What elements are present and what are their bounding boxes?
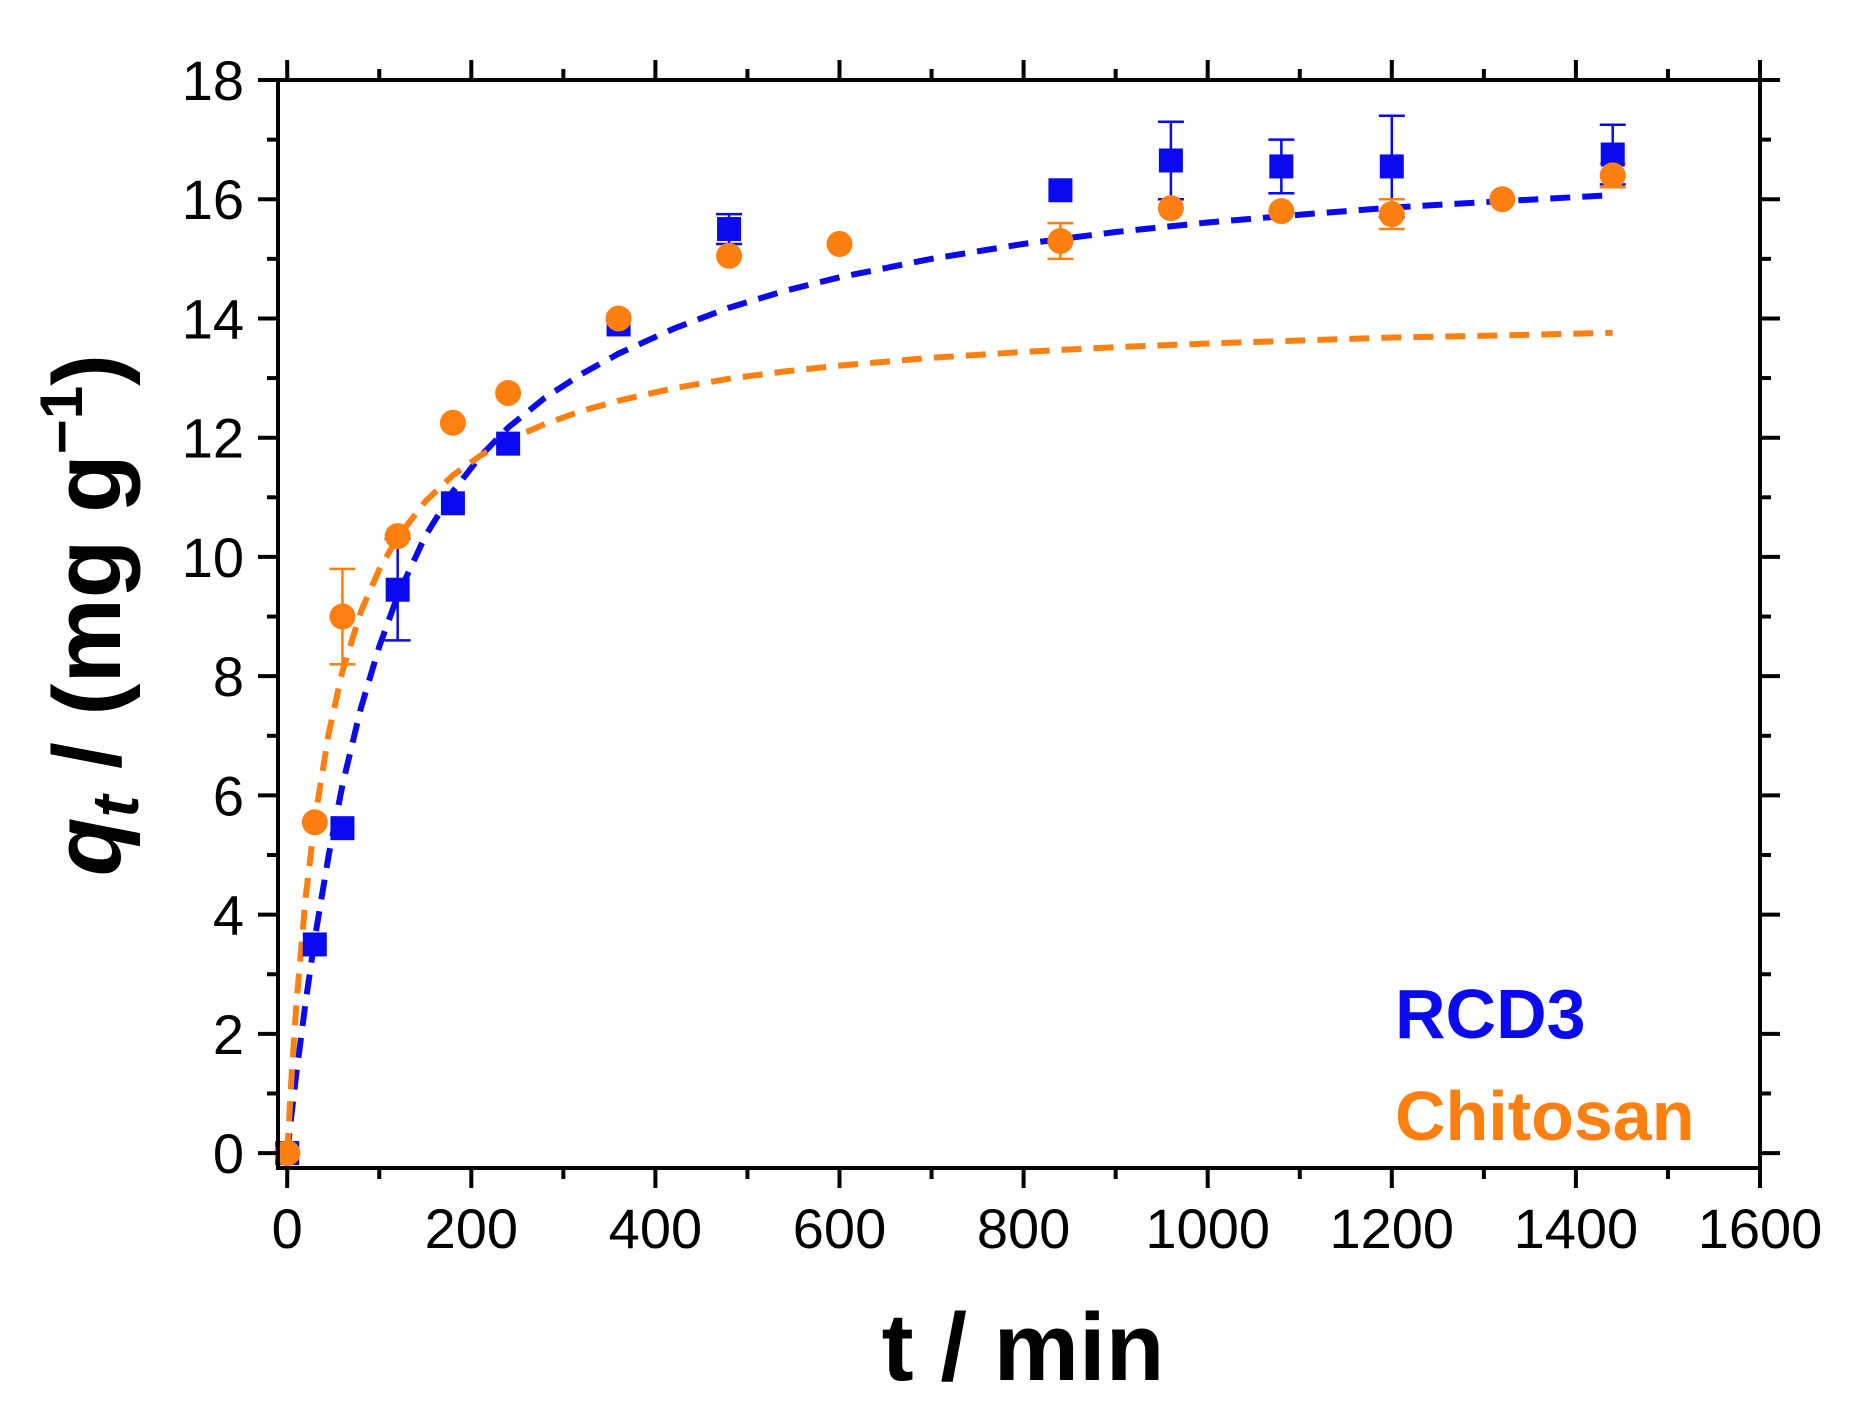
data-point-chitosan (826, 230, 853, 257)
plot-background (278, 80, 1760, 1168)
y-axis-close: ) (34, 354, 141, 386)
data-point-rcd3 (496, 431, 521, 456)
data-point-rcd3 (330, 816, 355, 841)
x-tick-label: 0 (272, 1197, 303, 1260)
fit-line-rcd3 (284, 192, 1613, 1154)
x-tick-label: 800 (977, 1197, 1070, 1260)
data-point-chitosan (1157, 195, 1184, 222)
y-tick-label: 4 (213, 884, 244, 947)
data-point-chitosan (1599, 162, 1626, 189)
data-point-rcd3 (1379, 154, 1404, 179)
x-tick-label: 400 (609, 1197, 702, 1260)
y-tick-label: 18 (182, 49, 244, 112)
y-tick-label: 8 (213, 645, 244, 708)
y-axis-subscript: t (78, 793, 152, 818)
y-tick-label: 14 (182, 287, 244, 350)
data-point-rcd3 (440, 491, 465, 516)
y-tick-label: 16 (182, 168, 244, 231)
data-point-chitosan (605, 305, 632, 332)
data-point-rcd3 (1158, 148, 1183, 173)
legend-label-rcd3: RCD3 (1395, 975, 1586, 1053)
y-tick-label: 2 (213, 1003, 244, 1066)
plot-area (278, 80, 1760, 1168)
y-tick-label: 12 (182, 407, 244, 470)
y-axis-title: qt / (mg g−1) (28, 354, 152, 876)
plot-frame (276, 78, 1762, 1170)
data-point-chitosan (439, 409, 466, 436)
y-tick-label: 6 (213, 764, 244, 827)
data-point-chitosan (716, 242, 743, 269)
data-point-chitosan (1047, 227, 1074, 254)
data-point-chitosan (301, 809, 328, 836)
x-tick-label: 1400 (1514, 1197, 1639, 1260)
x-axis-title: t / min (882, 1294, 1165, 1401)
data-point-rcd3 (385, 577, 410, 602)
data-point-rcd3 (1269, 154, 1294, 179)
x-tick-label: 1200 (1330, 1197, 1455, 1260)
data-point-chitosan (495, 379, 522, 406)
data-markers (274, 142, 1626, 1167)
fit-lines (284, 192, 1613, 1154)
x-tick-label: 600 (793, 1197, 886, 1260)
data-point-chitosan (274, 1140, 301, 1167)
data-point-rcd3 (717, 217, 742, 242)
data-point-chitosan (1268, 198, 1295, 225)
tick-labels: 0 200 400 600 800 1000 1200 1400 1600 0 2 4 6 8 10 12 14… (182, 49, 1823, 1260)
y-axis-exponent: −1 (28, 386, 95, 454)
data-point-chitosan (384, 523, 411, 550)
y-tick-label: 0 (213, 1122, 244, 1185)
legend-label-chitosan: Chitosan (1395, 1077, 1694, 1155)
data-point-chitosan (329, 603, 356, 630)
y-axis-units: / (mg g (34, 454, 141, 795)
data-point-chitosan (1378, 201, 1405, 228)
data-point-rcd3 (302, 932, 327, 957)
x-tick-label: 1600 (1698, 1197, 1823, 1260)
x-tick-label: 200 (425, 1197, 518, 1260)
y-tick-label: 10 (182, 526, 244, 589)
axes (258, 60, 1780, 1188)
y-axis-symbol: q (34, 818, 141, 877)
data-point-chitosan (1489, 186, 1516, 213)
x-tick-label: 1000 (1145, 1197, 1270, 1260)
fit-line-chitosan (284, 329, 1613, 1154)
data-point-rcd3 (1048, 178, 1073, 203)
